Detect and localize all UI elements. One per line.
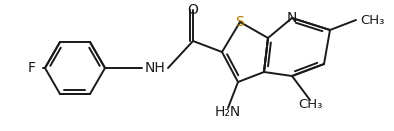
Text: CH₃: CH₃ (298, 99, 322, 111)
Text: O: O (188, 3, 199, 17)
Text: CH₃: CH₃ (360, 13, 385, 26)
Text: NH: NH (145, 61, 165, 75)
Text: N: N (287, 11, 297, 25)
Text: F: F (28, 61, 36, 75)
Text: H₂N: H₂N (215, 105, 241, 119)
Text: S: S (236, 15, 244, 29)
